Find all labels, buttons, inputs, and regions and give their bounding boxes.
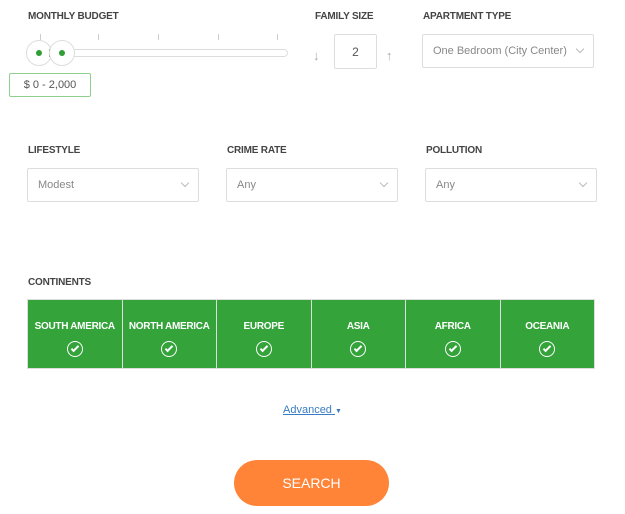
lifestyle-label: LIFESTYLE <box>28 145 81 156</box>
chevron-down-icon <box>578 178 588 188</box>
check-circle-icon <box>66 341 83 357</box>
chevron-down-icon <box>180 178 190 188</box>
slider-tick <box>98 34 99 40</box>
continent-oceania[interactable]: OCEANIA <box>500 300 594 368</box>
budget-value-tooltip: $ 0 - 2,000 <box>9 73 91 97</box>
chevron-down-icon <box>575 44 585 54</box>
budget-slider-min-handle[interactable] <box>26 40 52 66</box>
apartment-type-value: One Bedroom (City Center) <box>433 45 567 57</box>
budget-slider-track[interactable] <box>40 49 288 57</box>
continent-north-america[interactable]: NORTH AMERICA <box>122 300 216 368</box>
search-button[interactable]: SEARCH <box>234 460 389 506</box>
crime-rate-select[interactable]: Any <box>226 168 398 202</box>
lifestyle-value: Modest <box>38 179 75 191</box>
continent-label: EUROPE <box>243 321 285 332</box>
advanced-label: Advanced <box>283 404 332 416</box>
budget-slider-max-handle[interactable] <box>49 40 75 66</box>
check-circle-icon <box>161 341 178 357</box>
pollution-value: Any <box>436 179 455 191</box>
crime-rate-value: Any <box>237 179 256 191</box>
continent-europe[interactable]: EUROPE <box>217 300 311 368</box>
check-circle-icon <box>255 341 272 357</box>
check-circle-icon <box>539 341 556 357</box>
crime-rate-label: CRIME RATE <box>227 145 287 156</box>
check-circle-icon <box>444 341 461 357</box>
continent-label: SOUTH AMERICA <box>34 321 115 332</box>
continent-south-america[interactable]: SOUTH AMERICA <box>28 300 122 368</box>
continents-label: CONTINENTS <box>28 277 92 288</box>
slider-tick <box>40 34 41 40</box>
continent-label: AFRICA <box>434 321 471 332</box>
decrease-family-icon[interactable]: ↓ <box>313 48 320 63</box>
pollution-label: POLLUTION <box>426 145 482 156</box>
slider-tick <box>218 34 219 40</box>
slider-tick <box>277 34 278 40</box>
monthly-budget-label: MONTHLY BUDGET <box>28 11 119 22</box>
continent-label: OCEANIA <box>525 321 570 332</box>
continent-africa[interactable]: AFRICA <box>406 300 500 368</box>
lifestyle-select[interactable]: Modest <box>27 168 199 202</box>
continent-asia[interactable]: ASIA <box>311 300 405 368</box>
chevron-down-icon <box>379 178 389 188</box>
advanced-link[interactable]: Advanced ▼ <box>283 404 342 416</box>
slider-tick <box>158 34 159 40</box>
family-size-input[interactable]: 2 <box>334 34 377 69</box>
continent-label: ASIA <box>346 321 370 332</box>
continent-tiles: SOUTH AMERICA NORTH AMERICA EUROPE ASIA … <box>27 299 595 369</box>
caret-down-icon: ▼ <box>335 408 342 415</box>
family-size-label: FAMILY SIZE <box>315 11 374 22</box>
continent-label: NORTH AMERICA <box>128 321 210 332</box>
apartment-type-label: APARTMENT TYPE <box>423 11 512 22</box>
apartment-type-select[interactable]: One Bedroom (City Center) <box>422 34 594 68</box>
pollution-select[interactable]: Any <box>425 168 597 202</box>
check-circle-icon <box>350 341 367 357</box>
increase-family-icon[interactable]: ↑ <box>386 48 393 63</box>
